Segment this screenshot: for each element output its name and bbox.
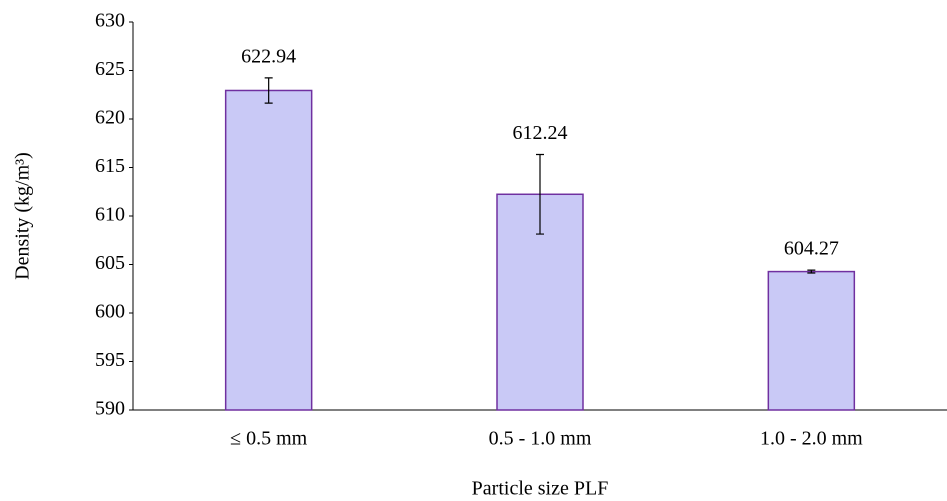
y-axis-label: Density (kg/m³): [12, 152, 34, 280]
data-label: 604.27: [784, 238, 839, 260]
error-bar: [536, 153, 544, 235]
y-tick-label: 595: [95, 349, 125, 371]
y-tick-label: 625: [95, 58, 125, 80]
bar: [224, 89, 313, 411]
data-label: 612.24: [513, 122, 568, 144]
y-tick-label: 590: [95, 398, 125, 420]
error-bar: [264, 77, 273, 104]
y-tick-label: 615: [95, 155, 125, 177]
error-bar: [807, 269, 816, 274]
x-tick-label: ≤ 0.5 mm: [230, 428, 308, 450]
bar: [767, 270, 856, 411]
x-tick-label: 0.5 - 1.0 mm: [489, 428, 592, 450]
y-tick-label: 605: [95, 252, 125, 274]
y-tick-label: 610: [95, 204, 125, 226]
y-tick-label: 600: [95, 301, 125, 323]
y-tick-label: 630: [95, 10, 125, 32]
x-tick-label: 1.0 - 2.0 mm: [760, 428, 863, 450]
y-tick-label: 620: [95, 107, 125, 129]
x-axis-label: Particle size PLF: [472, 478, 609, 500]
data-label: 622.94: [241, 45, 296, 67]
